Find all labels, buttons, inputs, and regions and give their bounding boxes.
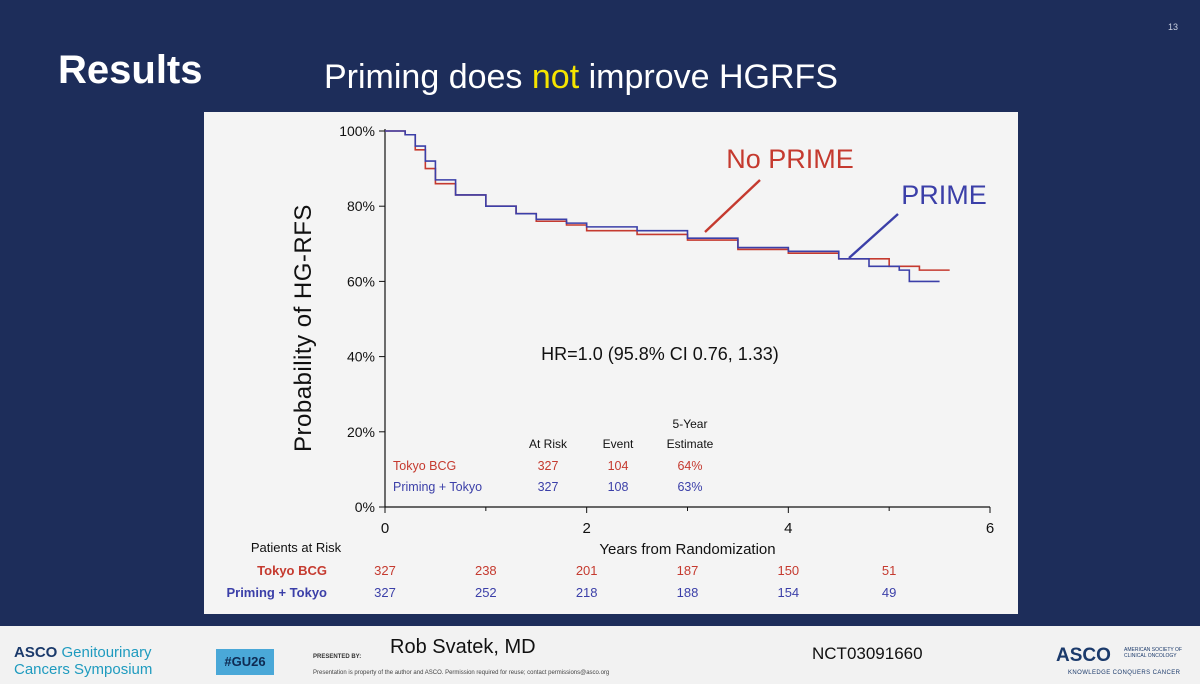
asco-logo-wordmark: ASCO [1056, 645, 1111, 666]
asco-gu-logo-asco: ASCO [14, 644, 58, 661]
inset-estimate: 64% [677, 459, 702, 473]
hashtag-badge: #GU26 [216, 649, 274, 675]
disclaimer-text: Presentation is property of the author a… [313, 670, 610, 676]
x-axis-label: Years from Randomization [599, 541, 775, 558]
asco-logo-society: AMERICAN SOCIETY OF CLINICAL ONCOLOGY [1124, 647, 1182, 659]
inset-event: 108 [608, 480, 629, 494]
slide-subtitle: Priming does not improve HGRFS [324, 58, 838, 97]
asco-logo: ASCO AMERICAN SOCIETY OF CLINICAL ONCOLO… [1056, 645, 1182, 676]
presenter-name: Rob Svatek, MD [390, 636, 536, 658]
km-curve-prime [385, 130, 940, 283]
y-tick-label: 100% [339, 123, 375, 139]
asco-gu-logo-symposium: Cancers Symposium [14, 661, 153, 678]
risk-value: 201 [576, 563, 598, 578]
no-prime-pointer [704, 179, 761, 233]
y-tick-label: 40% [347, 349, 375, 365]
subtitle-post: improve HGRFS [579, 58, 838, 96]
inset-header-at-risk: At Risk [529, 437, 568, 451]
x-tick-label: 2 [582, 520, 590, 537]
inset-estimate: 63% [677, 480, 702, 494]
risk-value: 252 [475, 585, 497, 600]
risk-value: 238 [475, 563, 497, 578]
risk-value: 49 [882, 585, 896, 600]
trial-id: NCT03091660 [812, 644, 923, 663]
km-curve-no-prime [385, 130, 950, 271]
risk-row-label: Tokyo BCG [257, 563, 327, 578]
inset-header-event: Event [603, 437, 634, 451]
subtitle-pre: Priming does [324, 58, 532, 96]
slide-number: 13 [1167, 22, 1178, 32]
risk-value: 327 [374, 563, 396, 578]
risk-value: 187 [677, 563, 699, 578]
inset-header-5year: 5-Year [673, 417, 708, 431]
prime-label: PRIME [901, 180, 987, 210]
inset-row-label: Tokyo BCG [393, 459, 456, 473]
footer-bar [0, 626, 1200, 684]
y-tick-label: 60% [347, 273, 375, 289]
inset-row-label: Priming + Tokyo [393, 480, 482, 494]
chart-panel [204, 112, 1018, 614]
inset-at-risk: 327 [538, 480, 559, 494]
hazard-ratio: HR=1.0 (95.8% CI 0.76, 1.33) [541, 344, 779, 364]
risk-value: 327 [374, 585, 396, 600]
asco-logo-tagline: KNOWLEDGE CONQUERS CANCER [1068, 670, 1181, 676]
y-tick-label: 80% [347, 198, 375, 214]
inset-event: 104 [608, 459, 629, 473]
section-title: Results [58, 48, 203, 92]
asco-gu-logo: ASCO Genitourinary Cancers Symposium [14, 644, 152, 678]
subtitle-highlight: not [531, 58, 580, 96]
risk-value: 218 [576, 585, 598, 600]
y-tick-label: 20% [347, 424, 375, 440]
presented-by-label: PRESENTED BY: [313, 654, 362, 660]
y-axis-label: Probability of HG-RFS [290, 204, 317, 452]
y-tick-label: 0% [355, 499, 375, 515]
risk-value: 150 [777, 563, 799, 578]
risk-value: 154 [777, 585, 799, 600]
x-tick-label: 0 [381, 520, 389, 537]
x-tick-label: 6 [986, 520, 994, 537]
inset-at-risk: 327 [538, 459, 559, 473]
inset-header-estimate: Estimate [667, 437, 714, 451]
risk-table-title: Patients at Risk [251, 540, 342, 555]
asco-gu-logo-gu: Genitourinary [61, 644, 152, 661]
no-prime-label: No PRIME [726, 144, 854, 174]
risk-value: 188 [677, 585, 699, 600]
prime-pointer [848, 213, 899, 259]
risk-value: 51 [882, 563, 896, 578]
km-chart: 0% 20% 40% 60% 80% 100% 0 2 4 6 Years from Randomi… [226, 123, 994, 600]
x-tick-label: 4 [784, 520, 792, 537]
risk-row-label: Priming + Tokyo [226, 585, 327, 600]
